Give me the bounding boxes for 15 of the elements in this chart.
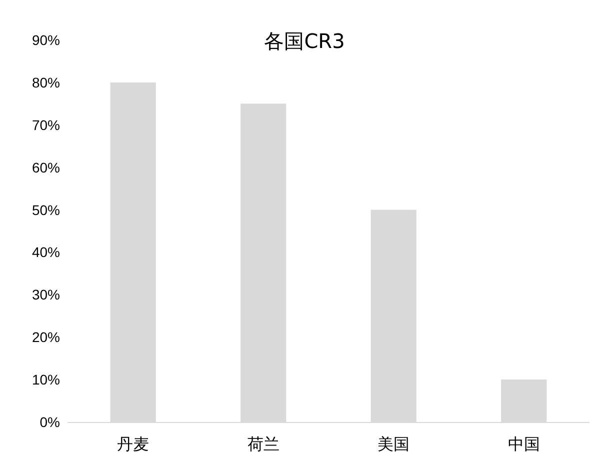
y-tick-label: 70% bbox=[32, 116, 60, 133]
x-tick-label: 中国 bbox=[508, 434, 540, 454]
x-tick-label: 美国 bbox=[378, 434, 410, 454]
y-tick-label: 50% bbox=[32, 202, 60, 218]
x-tick-label: 丹麦 bbox=[117, 434, 150, 454]
x-tick-label: 荷兰 bbox=[247, 434, 280, 454]
y-tick-label: 90% bbox=[32, 32, 60, 48]
y-tick-label: 20% bbox=[32, 329, 60, 346]
chart-title: 各国CR3 bbox=[264, 29, 345, 53]
y-tick-label: 80% bbox=[32, 74, 60, 90]
y-tick-label: 40% bbox=[32, 244, 60, 260]
y-tick-label: 10% bbox=[32, 372, 60, 388]
y-tick-label: 60% bbox=[32, 159, 60, 176]
y-tick-label: 30% bbox=[32, 286, 60, 303]
y-tick-label: 0% bbox=[40, 414, 60, 430]
